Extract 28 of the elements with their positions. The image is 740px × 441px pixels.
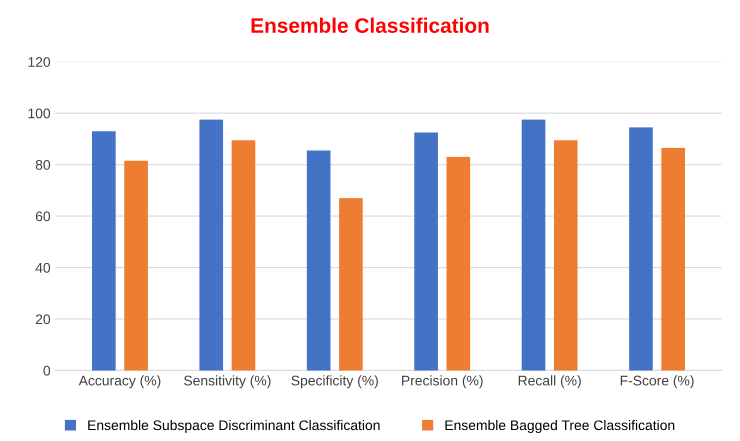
bar <box>306 150 330 370</box>
bar <box>414 132 438 370</box>
x-tick-label: Recall (%) <box>518 375 581 388</box>
y-tick-label: 100 <box>28 108 50 118</box>
bar <box>661 148 685 370</box>
bar <box>124 160 148 370</box>
bar <box>446 156 470 370</box>
y-tick-label: 40 <box>36 262 50 273</box>
x-tick-label: Accuracy (%) <box>78 375 160 388</box>
x-tick-label: Precision (%) <box>402 375 483 388</box>
y-tick-label: 0 <box>43 366 50 376</box>
x-tick-label: Sensitivity (%) <box>184 375 270 388</box>
bar <box>629 127 653 370</box>
y-tick-label: 80 <box>36 160 50 170</box>
bar <box>232 140 256 370</box>
y-tick-label: 20 <box>36 314 50 324</box>
bar <box>339 198 363 370</box>
legend-label: Ensemble Bagged Tree Classification <box>445 420 674 433</box>
y-tick-label: 60 <box>36 211 50 222</box>
bar <box>199 120 224 370</box>
x-tick-label: Specificity (%) <box>291 375 378 388</box>
bar <box>522 120 546 370</box>
x-tick-label: F-Score (%) <box>620 375 694 388</box>
bar <box>92 131 116 370</box>
y-tick-label: 120 <box>28 57 50 67</box>
chart-title: Ensemble Classification <box>252 18 489 33</box>
legend-label: Ensemble Subspace Discriminant Classification <box>88 420 380 433</box>
bar <box>554 140 578 370</box>
